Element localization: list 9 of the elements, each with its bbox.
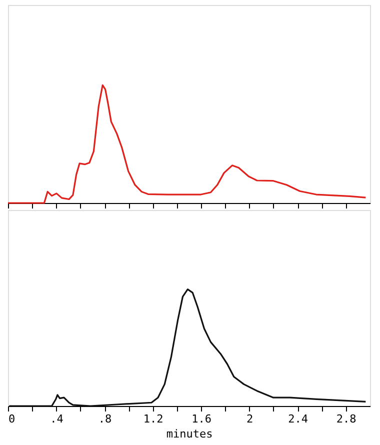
x-tick-label: 1.6 [192,412,212,426]
x-tick-label: 0 [8,412,16,426]
x-tick-label: 2.4 [288,412,308,426]
x-tick-label: 2.8 [336,412,356,426]
x-tick-label: 1.2 [143,412,164,426]
x-tick-label: .8 [98,412,112,426]
x-axis-title: minutes [166,428,213,440]
x-tick-label: .4 [50,412,64,426]
x-tick-label: 2 [246,412,254,426]
